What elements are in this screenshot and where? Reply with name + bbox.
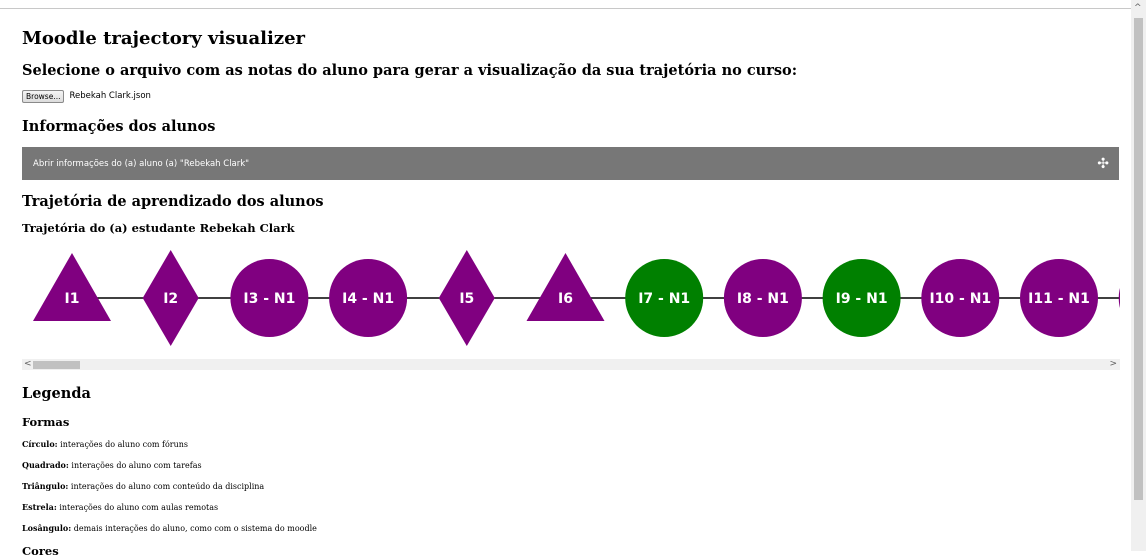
legend-item: Quadrado: interações do aluno com tarefa… bbox=[22, 460, 1120, 471]
trajectory-node-circle[interactable] bbox=[230, 259, 309, 337]
trajectory-node-label: I1 bbox=[65, 291, 80, 307]
trajectory-node-circle[interactable] bbox=[329, 259, 408, 337]
legend-heading: Legenda bbox=[22, 385, 91, 402]
browse-button[interactable]: Browse... bbox=[22, 89, 65, 103]
trajectory-node-circle[interactable] bbox=[1118, 259, 1120, 337]
scroll-left-arrow-icon[interactable]: < bbox=[24, 359, 32, 369]
legend-description: interações do aluno com aulas remotas bbox=[56, 503, 219, 512]
students-info-heading: Informações dos alunos bbox=[22, 118, 216, 135]
vertical-scrollbar[interactable]: ^ bbox=[1131, 0, 1146, 551]
trajectory-node-circle[interactable] bbox=[921, 259, 1000, 337]
legend-section: Legenda Formas Círculo: interações do al… bbox=[22, 385, 1120, 558]
trajectory-node-label: I9 - N1 bbox=[836, 291, 888, 307]
trajectory-node-triangle[interactable] bbox=[526, 253, 605, 321]
trajectory-node-circle[interactable] bbox=[625, 259, 704, 337]
trajectory-node-label: I5 bbox=[459, 291, 474, 307]
trajectory-node-label: I6 bbox=[558, 291, 573, 307]
legend-term: Estrela: bbox=[22, 502, 57, 512]
legend-item: Círculo: interações do aluno com fóruns bbox=[22, 439, 1120, 450]
legend-term: Losângulo: bbox=[22, 523, 72, 533]
shapes-heading: Formas bbox=[22, 415, 70, 429]
accordion-label: Abrir informações do (a) aluno (a) "Rebe… bbox=[33, 158, 250, 169]
window-top-border bbox=[0, 8, 1131, 9]
legend-term: Triângulo: bbox=[22, 481, 69, 491]
trajectory-node-label: I3 - N1 bbox=[243, 291, 295, 307]
trajectory-node-label: I7 - N1 bbox=[638, 291, 690, 307]
legend-term: Círculo: bbox=[22, 439, 58, 449]
trajectory-node-circle[interactable] bbox=[723, 259, 802, 337]
selected-file-name: Rebekah Clark.json bbox=[69, 91, 151, 101]
legend-description: interações do aluno com tarefas bbox=[68, 461, 202, 470]
horizontal-scrollbar[interactable]: < > bbox=[22, 359, 1120, 370]
trajectory-node-label: I8 - N1 bbox=[737, 291, 789, 307]
student-trajectory-heading: Trajetória do (a) estudante Rebekah Clar… bbox=[22, 221, 295, 235]
trajectory-node-label: I10 - N1 bbox=[929, 291, 991, 307]
trajectory-viewport[interactable]: I1 I2 I3 - N1 I4 - N1 I5 I6 I7 - N1 I8 - N1 I9 -… bbox=[22, 246, 1120, 356]
legend-description: interações do aluno com conteúdo da disc… bbox=[68, 482, 265, 491]
colors-heading: Cores bbox=[22, 544, 59, 558]
legend-description: demais interações do aluno, como com o s… bbox=[71, 524, 317, 533]
legend-item: Losângulo: demais interações do aluno, c… bbox=[22, 523, 1120, 534]
scroll-up-arrow-icon[interactable]: ^ bbox=[1134, 3, 1142, 13]
trajectory-node-circle[interactable] bbox=[1020, 259, 1098, 337]
trajectory-node-triangle[interactable] bbox=[33, 253, 111, 321]
legend-term: Quadrado: bbox=[22, 460, 69, 470]
file-instruction: Selecione o arquivo com as notas do alun… bbox=[22, 62, 798, 79]
trajectory-node-label: I2 bbox=[163, 291, 178, 307]
trajectory-chart: I1 I2 I3 - N1 I4 - N1 I5 I6 I7 - N1 I8 - N1 I9 -… bbox=[33, 250, 1120, 346]
trajectory-node-diamond[interactable] bbox=[142, 250, 199, 346]
file-input-row: Browse... Rebekah Clark.json bbox=[22, 89, 1120, 103]
main-content: Moodle trajectory visualizer Selecione o… bbox=[22, 14, 1120, 558]
trajectory-node-diamond[interactable] bbox=[438, 250, 495, 346]
plus-icon[interactable]: ✣ bbox=[1097, 155, 1109, 172]
legend-items: Círculo: interações do aluno com fóruns Q… bbox=[22, 439, 1120, 534]
legend-description: interações do aluno com fóruns bbox=[57, 440, 189, 449]
trajectory-node-label: I11 - N1 bbox=[1028, 291, 1090, 307]
student-info-accordion[interactable]: Abrir informações do (a) aluno (a) "Rebe… bbox=[22, 147, 1119, 180]
trajectory-heading: Trajetória de aprendizado dos alunos bbox=[22, 193, 324, 210]
trajectory-node-circle[interactable] bbox=[822, 259, 901, 337]
vertical-scroll-thumb[interactable] bbox=[1134, 18, 1143, 500]
legend-item: Estrela: interações do aluno com aulas r… bbox=[22, 502, 1120, 513]
legend-item: Triângulo: interações do aluno com conte… bbox=[22, 481, 1120, 492]
trajectory-node-label: I4 - N1 bbox=[342, 291, 394, 307]
page-title: Moodle trajectory visualizer bbox=[22, 28, 306, 49]
horizontal-scroll-thumb[interactable] bbox=[33, 361, 80, 369]
scroll-right-arrow-icon[interactable]: > bbox=[1109, 359, 1117, 369]
